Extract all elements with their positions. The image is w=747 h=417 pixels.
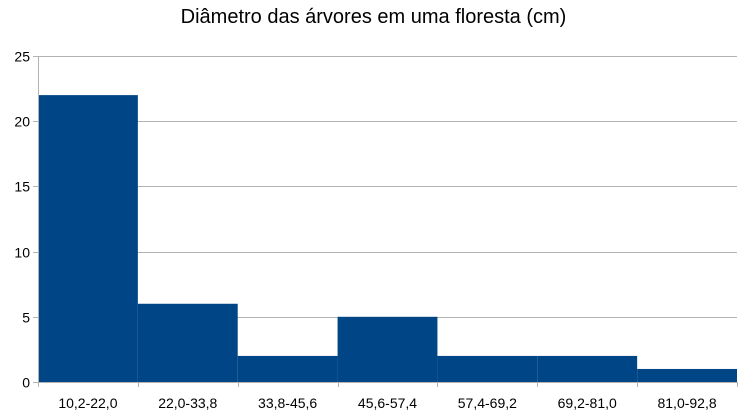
y-tick-label: 20 xyxy=(14,114,30,130)
bars xyxy=(38,95,737,383)
bar xyxy=(537,355,638,382)
x-tick-label: 10,2-22,0 xyxy=(58,395,117,411)
y-tick-label: 25 xyxy=(14,49,30,65)
y-tick-label: 15 xyxy=(14,179,30,195)
bar xyxy=(437,355,538,382)
bar xyxy=(637,368,737,382)
bar xyxy=(237,355,338,382)
y-tick-label: 5 xyxy=(22,310,30,326)
x-tick-label: 45,6-57,4 xyxy=(358,395,417,411)
x-tick-label: 81,0-92,8 xyxy=(657,395,716,411)
bar xyxy=(337,316,438,382)
x-tick-label: 69,2-81,0 xyxy=(558,395,617,411)
axes: 0 5 10 15 20 25 10,2-22,0 22,0-33,8 33,8-45,6 45,… xyxy=(14,49,738,411)
bar xyxy=(38,95,138,383)
y-tick-label: 0 xyxy=(22,375,30,391)
x-tick-label: 33,8-45,6 xyxy=(258,395,317,411)
bar xyxy=(137,303,238,382)
x-tick-label: 57,4-69,2 xyxy=(458,395,517,411)
y-tick-label: 10 xyxy=(14,245,30,261)
x-tick-label: 22,0-33,8 xyxy=(158,395,217,411)
chart-title: Diâmetro das árvores em uma floresta (cm… xyxy=(180,6,567,28)
